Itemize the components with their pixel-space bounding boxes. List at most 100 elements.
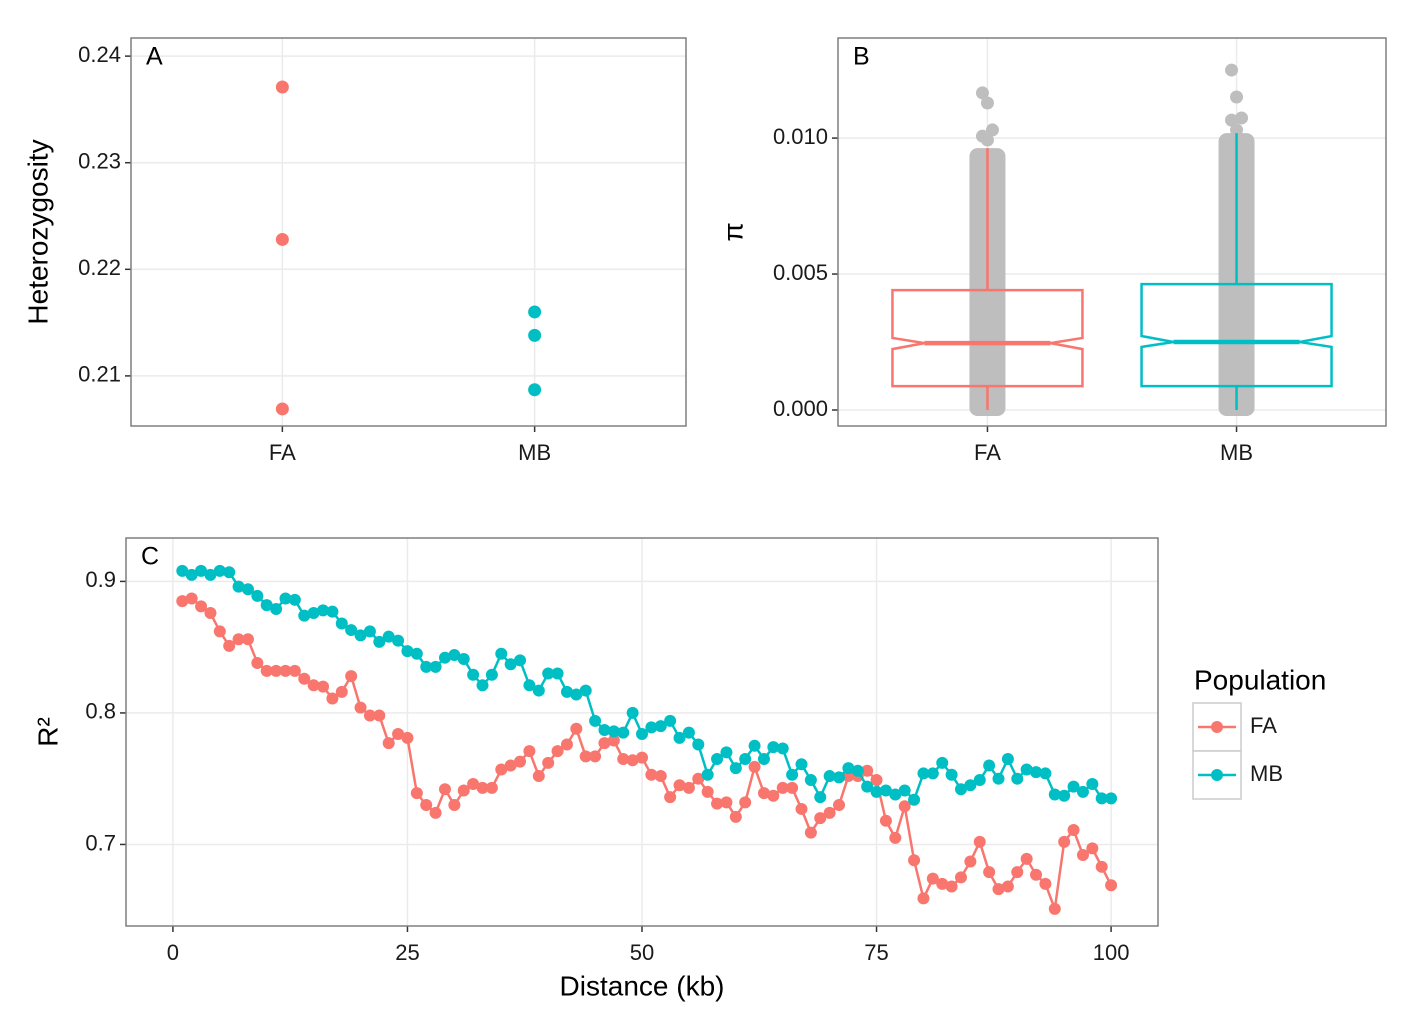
point	[523, 745, 536, 758]
point	[851, 764, 864, 777]
x-tick-label: 50	[630, 940, 654, 965]
point	[373, 709, 386, 722]
outlier	[1225, 113, 1239, 127]
point	[776, 781, 789, 794]
point	[879, 814, 892, 827]
point	[973, 835, 986, 848]
point	[1105, 792, 1118, 805]
y-tick-label: 0.9	[85, 567, 116, 592]
y-tick-label: 0.000	[773, 396, 828, 421]
point	[776, 742, 789, 755]
point	[275, 80, 289, 94]
point	[570, 688, 583, 701]
point	[223, 639, 236, 652]
point	[898, 784, 911, 797]
x-tick-label: FA	[974, 440, 1001, 465]
point	[528, 383, 542, 397]
y-tick-label: 0.24	[78, 42, 121, 67]
point	[275, 232, 289, 246]
panel-label: C	[141, 543, 159, 571]
point	[767, 741, 780, 754]
outlier	[1230, 123, 1244, 137]
point	[213, 625, 226, 638]
point	[457, 653, 470, 666]
point	[973, 774, 986, 787]
y-axis-title: π	[717, 222, 748, 241]
point	[964, 779, 977, 792]
point	[176, 595, 189, 608]
point	[485, 668, 498, 681]
point	[260, 599, 273, 612]
point	[757, 752, 770, 765]
y-tick-label: 0.005	[773, 260, 828, 285]
point	[213, 564, 226, 577]
point	[345, 670, 358, 683]
point	[420, 660, 433, 673]
point	[729, 810, 742, 823]
point	[692, 772, 705, 785]
point	[589, 714, 602, 727]
point	[786, 768, 799, 781]
point	[579, 750, 592, 763]
point	[382, 630, 395, 643]
point	[457, 784, 470, 797]
point	[1001, 880, 1014, 893]
x-tick-label: FA	[269, 440, 296, 465]
point	[917, 892, 930, 905]
point	[560, 738, 573, 751]
point	[570, 722, 583, 735]
point	[795, 758, 808, 771]
box	[1140, 282, 1333, 388]
y-axis-title: R²	[32, 717, 63, 747]
point	[617, 752, 630, 765]
point	[345, 624, 358, 637]
point	[1020, 852, 1033, 865]
point	[532, 684, 545, 697]
point	[275, 402, 289, 416]
point	[176, 564, 189, 577]
point	[420, 798, 433, 811]
point	[861, 764, 874, 777]
point	[645, 721, 658, 734]
outlier	[980, 96, 994, 110]
point	[711, 797, 724, 810]
point	[664, 791, 677, 804]
point	[711, 752, 724, 765]
panel-border	[837, 37, 1387, 427]
point	[401, 731, 414, 744]
point	[720, 746, 733, 759]
point	[448, 649, 461, 662]
point	[270, 664, 283, 677]
point	[185, 568, 198, 581]
point	[410, 647, 423, 660]
point	[429, 660, 442, 673]
legend: Population FA MB	[1192, 664, 1326, 800]
point	[870, 785, 883, 798]
point	[1011, 866, 1024, 879]
point	[504, 658, 517, 671]
point	[1076, 848, 1089, 861]
point	[298, 609, 311, 622]
point	[823, 806, 836, 819]
y-axis-title: Heterozygosity	[22, 139, 53, 324]
point	[879, 784, 892, 797]
point	[804, 774, 817, 787]
y-tick-label: 0.7	[85, 830, 116, 855]
point	[317, 604, 330, 617]
point	[739, 752, 752, 765]
point	[438, 783, 451, 796]
point	[1076, 785, 1089, 798]
point	[992, 772, 1005, 785]
point	[936, 756, 949, 769]
point	[607, 725, 620, 738]
point	[476, 679, 489, 692]
point	[204, 606, 217, 619]
panel-label: B	[853, 43, 870, 71]
point	[654, 720, 667, 733]
point	[936, 877, 949, 890]
point	[373, 635, 386, 648]
point	[889, 788, 902, 801]
point	[448, 798, 461, 811]
point	[870, 774, 883, 787]
point	[636, 727, 648, 740]
